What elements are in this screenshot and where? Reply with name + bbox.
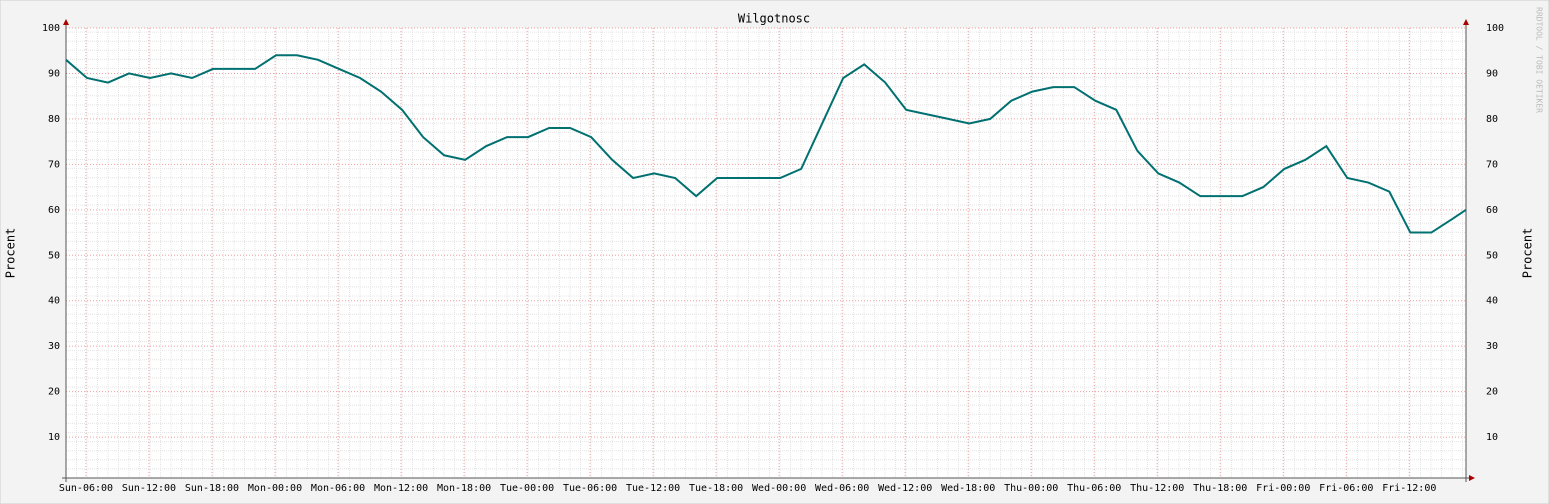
arrow bbox=[1463, 19, 1469, 25]
x-tick-label: Thu-06:00 bbox=[1067, 483, 1121, 494]
x-tick-label: Fri-00:00 bbox=[1256, 483, 1310, 494]
x-tick-label: Mon-06:00 bbox=[311, 483, 365, 494]
y-tick-label: 30 bbox=[48, 341, 60, 352]
y2-tick-label: 20 bbox=[1486, 387, 1498, 398]
arrow bbox=[63, 19, 69, 25]
x-tick-label: Tue-00:00 bbox=[500, 483, 554, 494]
x-tick-label: Mon-12:00 bbox=[374, 483, 428, 494]
arrow bbox=[1469, 475, 1475, 481]
y-tick-label: 100 bbox=[42, 23, 60, 34]
watermark: RRDTOOL / TOBI OETIKER bbox=[1535, 7, 1544, 113]
x-tick-label: Fri-12:00 bbox=[1382, 483, 1436, 494]
x-tick-label: Thu-18:00 bbox=[1193, 483, 1247, 494]
x-tick-label: Thu-00:00 bbox=[1004, 483, 1058, 494]
x-tick-label: Tue-12:00 bbox=[626, 483, 680, 494]
y-tick-label: 80 bbox=[48, 114, 60, 125]
x-tick-label: Sun-18:00 bbox=[185, 483, 239, 494]
y2-axis-label: Procent bbox=[1521, 228, 1535, 279]
y2-tick-label: 90 bbox=[1486, 68, 1498, 79]
data-line bbox=[65, 54, 1467, 234]
y-tick-label: 20 bbox=[48, 387, 60, 398]
y2-tick-label: 50 bbox=[1486, 250, 1498, 261]
chart-title: Wilgotnosc bbox=[738, 12, 810, 26]
y2-tick-label: 70 bbox=[1486, 159, 1498, 170]
y2-tick-label: 100 bbox=[1486, 23, 1504, 34]
x-tick-label: Wed-12:00 bbox=[878, 483, 932, 494]
x-tick-label: Wed-18:00 bbox=[941, 483, 995, 494]
y2-tick-label: 10 bbox=[1486, 432, 1498, 443]
y-tick-label: 60 bbox=[48, 205, 60, 216]
x-tick-label: Wed-00:00 bbox=[752, 483, 806, 494]
plot-area bbox=[66, 28, 1466, 478]
x-tick-label: Fri-06:00 bbox=[1319, 483, 1373, 494]
y-tick-label: 70 bbox=[48, 159, 60, 170]
y2-tick-label: 60 bbox=[1486, 205, 1498, 216]
x-tick-label: Mon-18:00 bbox=[437, 483, 491, 494]
y-tick-label: 90 bbox=[48, 68, 60, 79]
y2-tick-label: 40 bbox=[1486, 296, 1498, 307]
y-axis-label: Procent bbox=[4, 228, 18, 279]
y2-tick-label: 80 bbox=[1486, 114, 1498, 125]
x-tick-label: Tue-06:00 bbox=[563, 483, 617, 494]
y2-tick-label: 30 bbox=[1486, 341, 1498, 352]
x-tick-label: Thu-12:00 bbox=[1130, 483, 1184, 494]
x-tick-label: Wed-06:00 bbox=[815, 483, 869, 494]
x-tick-label: Tue-18:00 bbox=[689, 483, 743, 494]
x-tick-label: Sun-12:00 bbox=[122, 483, 176, 494]
y-tick-label: 10 bbox=[48, 432, 60, 443]
y-tick-label: 50 bbox=[48, 250, 60, 261]
x-tick-label: Sun-06:00 bbox=[59, 483, 113, 494]
x-tick-label: Mon-00:00 bbox=[248, 483, 302, 494]
y-tick-label: 40 bbox=[48, 296, 60, 307]
